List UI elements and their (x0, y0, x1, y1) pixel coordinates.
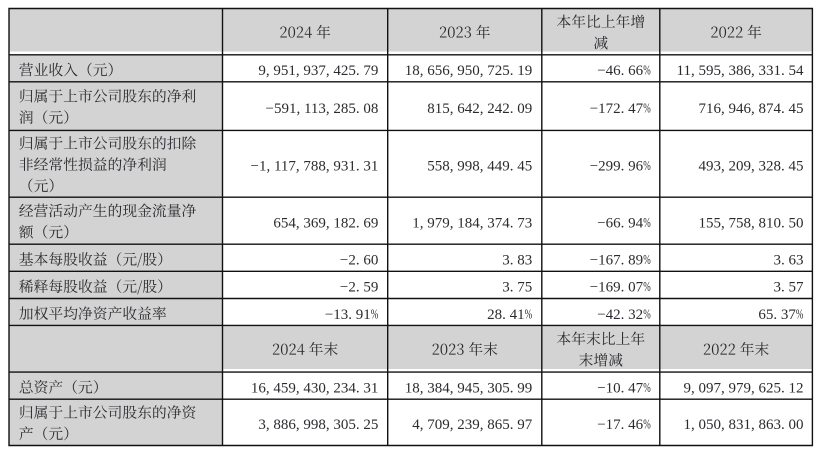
svg-text:−46. 66: −46. 66 (597, 63, 643, 79)
svg-text:−591, 113, 285. 08: −591, 113, 285. 08 (265, 101, 378, 117)
svg-text:155, 758, 810. 50: 155, 758, 810. 50 (699, 216, 804, 232)
svg-text:−169. 07: −169. 07 (590, 280, 644, 296)
svg-text:%: % (643, 418, 651, 432)
svg-text:4, 709, 239, 865. 97: 4, 709, 239, 865. 97 (412, 417, 533, 433)
svg-text:%: % (796, 308, 804, 322)
svg-text:−66. 94: −66. 94 (597, 216, 643, 232)
svg-text:%: % (643, 216, 651, 230)
svg-text:3. 63: 3. 63 (774, 253, 804, 269)
svg-text:−172. 47: −172. 47 (590, 101, 644, 117)
svg-text:%: % (643, 254, 651, 268)
svg-text:%: % (643, 381, 651, 395)
svg-text:−17. 46: −17. 46 (597, 417, 643, 433)
svg-text:%: % (371, 308, 379, 322)
svg-text:−2. 60: −2. 60 (340, 253, 378, 269)
svg-text:9, 951, 937, 425. 79: 9, 951, 937, 425. 79 (258, 63, 378, 79)
svg-text:−167. 89: −167. 89 (590, 253, 643, 269)
svg-text:654, 369, 182. 69: 654, 369, 182. 69 (273, 216, 378, 232)
svg-text:%: % (643, 308, 651, 322)
svg-text:493, 209, 328. 45: 493, 209, 328. 45 (699, 159, 804, 175)
svg-text:3. 75: 3. 75 (502, 280, 532, 296)
svg-text:16, 459, 430, 234. 31: 16, 459, 430, 234. 31 (251, 380, 379, 396)
svg-text:18, 384, 945, 305. 99: 18, 384, 945, 305. 99 (405, 380, 533, 396)
svg-text:%: % (643, 64, 651, 78)
svg-text:65. 37: 65. 37 (758, 307, 796, 323)
svg-text:28. 41: 28. 41 (487, 307, 525, 323)
svg-text:9, 097, 979, 625. 12: 9, 097, 979, 625. 12 (684, 380, 804, 396)
svg-text:18, 656, 950, 725. 19: 18, 656, 950, 725. 19 (405, 63, 533, 79)
svg-text:−10. 47: −10. 47 (597, 380, 643, 396)
svg-text:%: % (643, 102, 651, 116)
svg-text:−299. 96: −299. 96 (590, 159, 644, 175)
svg-text:716, 946, 874. 45: 716, 946, 874. 45 (699, 101, 804, 117)
svg-text:3, 886, 998, 305. 25: 3, 886, 998, 305. 25 (258, 417, 378, 433)
svg-text:%: % (525, 308, 533, 322)
svg-text:1, 050, 831, 863. 00: 1, 050, 831, 863. 00 (684, 417, 804, 433)
svg-text:%: % (643, 281, 651, 295)
svg-text:558, 998, 449. 45: 558, 998, 449. 45 (427, 159, 532, 175)
svg-text:3. 57: 3. 57 (774, 280, 805, 296)
svg-text:−42. 32: −42. 32 (597, 307, 643, 323)
svg-text:1, 979, 184, 374. 73: 1, 979, 184, 374. 73 (412, 216, 532, 232)
svg-text:−13. 91: −13. 91 (325, 307, 371, 323)
svg-text:−2. 59: −2. 59 (340, 280, 378, 296)
svg-text:3. 83: 3. 83 (502, 253, 532, 269)
svg-text:%: % (643, 160, 651, 174)
svg-text:−1, 117, 788, 931. 31: −1, 117, 788, 931. 31 (250, 159, 378, 175)
svg-text:11, 595, 386, 331. 54: 11, 595, 386, 331. 54 (677, 63, 804, 79)
svg-text:815, 642, 242. 09: 815, 642, 242. 09 (427, 101, 532, 117)
